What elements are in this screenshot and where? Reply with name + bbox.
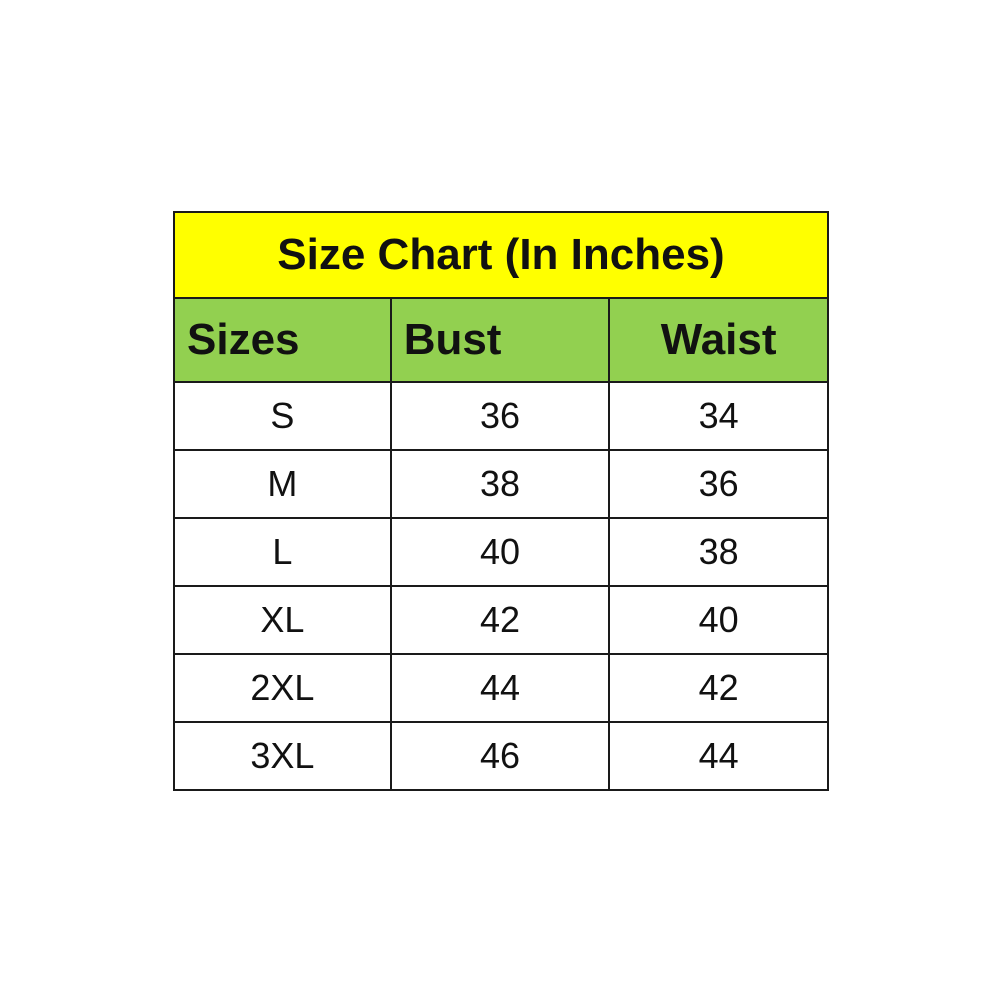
header-bust: Bust — [389, 297, 611, 383]
size-chart-table: Size Chart (In Inches) Sizes Bust Waist … — [173, 211, 829, 791]
header-waist: Waist — [608, 297, 829, 383]
size-cell: M — [173, 449, 392, 519]
waist-cell: 42 — [608, 653, 829, 723]
size-cell: 2XL — [173, 653, 392, 723]
bust-cell: 36 — [389, 381, 611, 451]
table-row: 2XL 44 42 — [173, 653, 829, 723]
size-cell: 3XL — [173, 721, 392, 791]
waist-cell: 36 — [608, 449, 829, 519]
table-row: 3XL 46 44 — [173, 721, 829, 791]
bust-cell: 38 — [389, 449, 611, 519]
bust-cell: 44 — [389, 653, 611, 723]
table-row: XL 42 40 — [173, 585, 829, 655]
table-title: Size Chart (In Inches) — [173, 211, 829, 299]
size-cell: S — [173, 381, 392, 451]
waist-cell: 44 — [608, 721, 829, 791]
bust-cell: 40 — [389, 517, 611, 587]
table-row: M 38 36 — [173, 449, 829, 519]
bust-cell: 46 — [389, 721, 611, 791]
waist-cell: 38 — [608, 517, 829, 587]
bust-cell: 42 — [389, 585, 611, 655]
waist-cell: 34 — [608, 381, 829, 451]
header-row: Sizes Bust Waist — [173, 297, 829, 383]
table-row: L 40 38 — [173, 517, 829, 587]
table-row: S 36 34 — [173, 381, 829, 451]
size-cell: XL — [173, 585, 392, 655]
header-sizes: Sizes — [173, 297, 392, 383]
size-cell: L — [173, 517, 392, 587]
waist-cell: 40 — [608, 585, 829, 655]
